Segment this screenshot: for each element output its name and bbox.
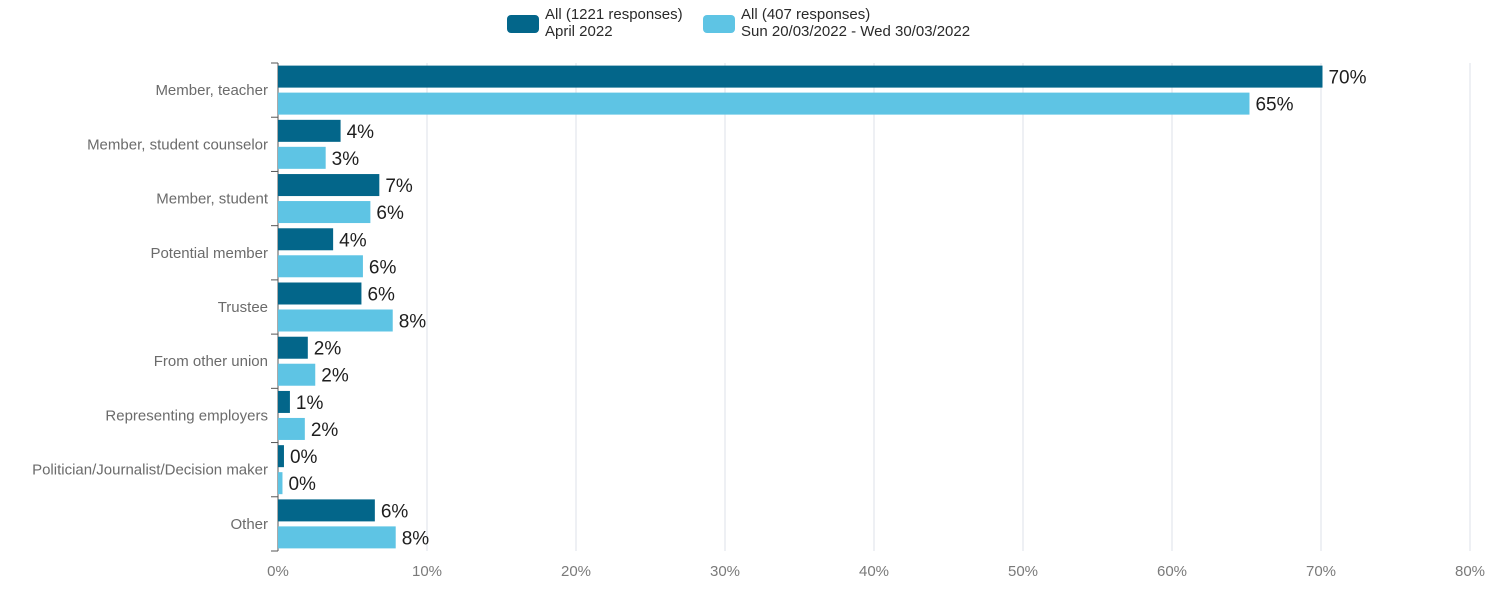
value-label-series-2-1: 3% (332, 149, 360, 170)
bar-series-1-0[interactable] (278, 65, 1323, 88)
value-label-series-1-3: 4% (339, 230, 367, 251)
bar-series-2-3[interactable] (278, 255, 363, 278)
value-label-series-2-4: 8% (399, 312, 427, 333)
value-label-series-2-0: 65% (1255, 95, 1293, 116)
bar-series-1-8[interactable] (278, 499, 375, 522)
value-label-series-1-6: 1% (296, 393, 324, 414)
category-label-2: Member, student (156, 191, 269, 208)
category-label-7: Politician/Journalist/Decision maker (32, 462, 268, 479)
category-label-6: Representing employers (105, 407, 268, 424)
value-label-series-1-4: 6% (367, 285, 395, 306)
bar-series-1-7[interactable] (278, 445, 284, 468)
bar-series-2-0[interactable] (278, 92, 1250, 115)
legend-series-2-line-2: Sun 20/03/2022 - Wed 30/03/2022 (741, 23, 971, 40)
value-label-series-2-3: 6% (369, 257, 397, 278)
x-tick-label-2: 20% (561, 563, 591, 580)
value-label-series-2-8: 8% (402, 528, 430, 549)
category-label-0: Member, teacher (155, 82, 268, 99)
bar-series-1-3[interactable] (278, 228, 334, 251)
value-label-series-1-1: 4% (347, 122, 375, 143)
value-label-series-2-2: 6% (376, 203, 404, 224)
value-label-series-1-8: 6% (381, 501, 409, 522)
legend-series-1-line-2: April 2022 (545, 23, 613, 40)
category-label-4: Trustee (218, 299, 268, 316)
bar-series-1-4[interactable] (278, 282, 362, 305)
x-tick-label-1: 10% (412, 563, 442, 580)
x-tick-label-6: 60% (1157, 563, 1187, 580)
legend: All (1221 responses) April 2022 All (407… (0, 6, 1496, 46)
x-tick-label-0: 0% (267, 563, 289, 580)
bar-series-1-1[interactable] (278, 119, 341, 142)
bar-series-2-7[interactable] (278, 472, 283, 495)
legend-series-1-line-1: All (1221 responses) (545, 6, 683, 23)
value-label-series-1-0: 70% (1328, 68, 1366, 89)
x-tick-label-8: 80% (1455, 563, 1485, 580)
bar-series-1-5[interactable] (278, 336, 308, 359)
legend-series-2-line-1: All (407 responses) (741, 6, 871, 23)
bar-series-2-4[interactable] (278, 309, 393, 332)
value-label-series-1-2: 7% (385, 176, 413, 197)
value-label-series-1-7: 0% (290, 447, 318, 468)
bar-series-2-8[interactable] (278, 526, 396, 549)
x-tick-label-4: 40% (859, 563, 889, 580)
legend-item-series-2[interactable]: All (407 responses) Sun 20/03/2022 - Wed… (703, 6, 970, 40)
legend-swatch-series-1 (507, 15, 539, 33)
category-label-5: From other union (154, 353, 268, 370)
category-label-8: Other (230, 516, 268, 533)
category-label-3: Potential member (150, 245, 268, 262)
bar-series-1-6[interactable] (278, 390, 290, 413)
bar-series-2-6[interactable] (278, 417, 305, 440)
bar-series-1-2[interactable] (278, 174, 380, 197)
bar-series-2-1[interactable] (278, 146, 326, 169)
value-label-series-1-5: 2% (314, 339, 342, 360)
bar-series-2-5[interactable] (278, 363, 316, 386)
x-tick-label-3: 30% (710, 563, 740, 580)
legend-item-series-1[interactable]: All (1221 responses) April 2022 (507, 6, 683, 40)
legend-swatch-series-2 (703, 15, 735, 33)
value-label-series-2-6: 2% (311, 420, 339, 441)
value-label-series-2-5: 2% (321, 366, 349, 387)
bar-series-2-2[interactable] (278, 201, 371, 224)
x-tick-label-7: 70% (1306, 563, 1336, 580)
category-label-1: Member, student counselor (87, 136, 268, 153)
x-tick-label-5: 50% (1008, 563, 1038, 580)
value-label-series-2-7: 0% (288, 474, 316, 495)
